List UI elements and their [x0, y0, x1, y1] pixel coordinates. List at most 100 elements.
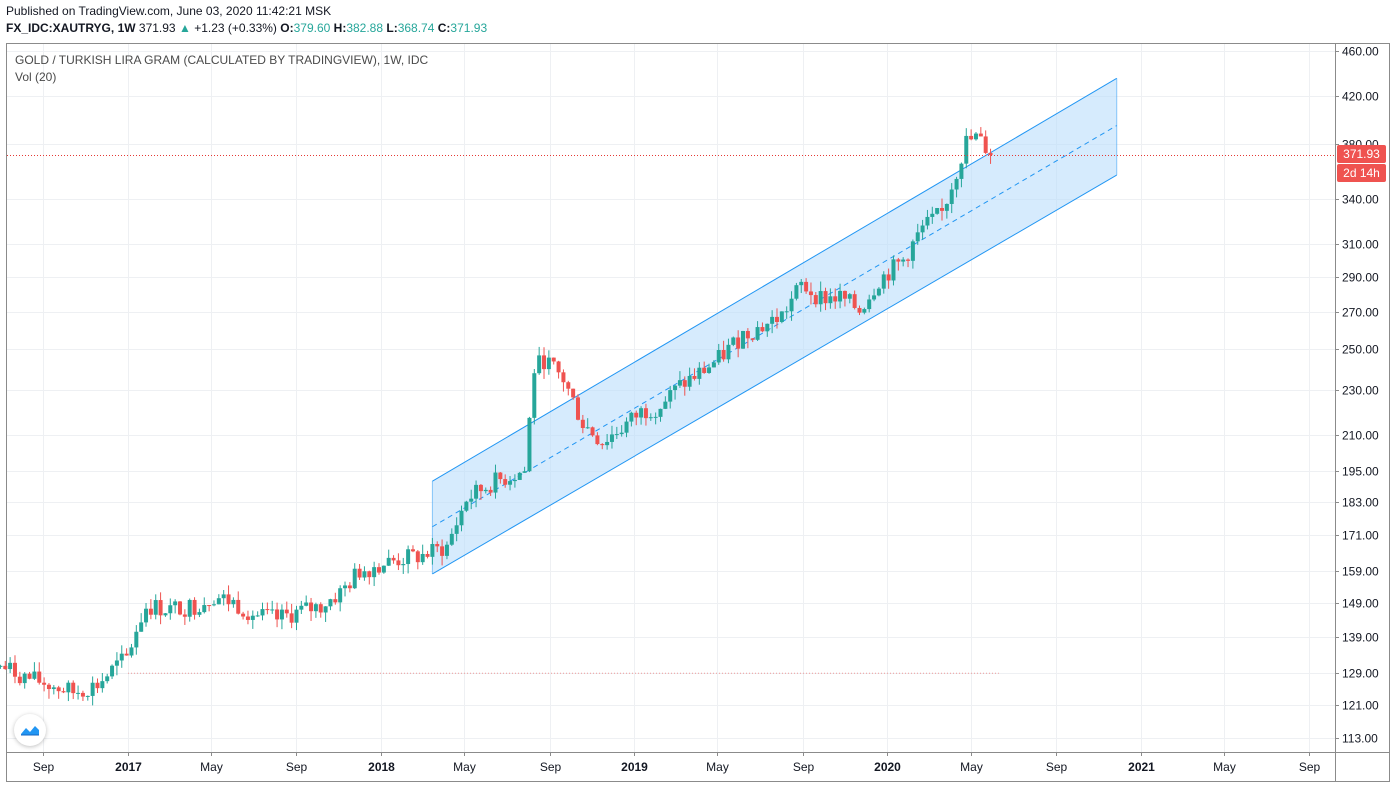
candle-up — [677, 371, 682, 388]
candle-down — [643, 403, 648, 426]
candle-body — [17, 676, 22, 684]
volume-legend[interactable]: Vol (20) — [15, 70, 57, 84]
candle-up — [687, 367, 692, 391]
candle-body — [847, 294, 852, 299]
candle-down — [804, 278, 809, 294]
candle-body — [537, 355, 542, 374]
candle-down — [3, 660, 8, 670]
candle-up — [794, 282, 799, 301]
candle-body — [872, 295, 877, 300]
y-tick-label: 420.00 — [1342, 90, 1379, 104]
candle-up — [328, 598, 333, 611]
open-value: 379.60 — [293, 21, 331, 35]
y-tick-label: 230.00 — [1342, 384, 1379, 398]
candle-up — [51, 685, 56, 695]
candle-body — [469, 498, 474, 502]
candle-down — [600, 443, 605, 450]
candle-body — [721, 350, 726, 360]
candle-body — [658, 408, 663, 417]
candle-body — [352, 568, 357, 589]
candle-body — [444, 544, 449, 556]
candle-body — [85, 695, 90, 697]
candle-body — [503, 479, 508, 485]
candle-down — [551, 357, 556, 365]
candle-body — [668, 390, 673, 402]
x-tick-label: 2021 — [1128, 760, 1155, 774]
candle-down — [852, 290, 857, 310]
candle-up — [716, 343, 721, 365]
candle-down — [124, 648, 129, 656]
candle-up — [474, 480, 479, 508]
candle-body — [949, 189, 954, 204]
change-arrow-icon: ▲ — [178, 21, 191, 35]
candle-body — [935, 208, 940, 214]
candle-body — [619, 432, 624, 435]
candle-body — [338, 588, 343, 603]
channel-lower-line[interactable] — [432, 174, 1117, 575]
chart-border — [6, 43, 1390, 782]
candle-down — [556, 360, 561, 379]
candle-body — [546, 357, 551, 370]
candle-up — [789, 291, 794, 321]
candle-body — [241, 613, 246, 617]
candle-up — [401, 557, 406, 574]
time-axis[interactable]: Sep 2017 May Sep 2018 May Sep 2019 May Sep 2020 May… — [33, 752, 1321, 774]
x-tick-label: 2017 — [115, 760, 142, 774]
candle-up — [270, 600, 275, 614]
y-tick-label: 290.00 — [1342, 271, 1379, 285]
candle-up — [639, 406, 644, 425]
candle-body — [42, 682, 47, 685]
candle-body — [973, 133, 978, 140]
channel-upper-line[interactable] — [432, 77, 1117, 482]
candle-body — [876, 288, 881, 296]
candle-down — [571, 388, 576, 400]
price-axis[interactable]: 113.00 121.00 129.00 139.00 149.00 159.00 171.… — [1335, 45, 1379, 746]
candle-up — [707, 363, 712, 374]
candle-body — [512, 479, 517, 482]
candle-up — [202, 597, 207, 614]
candle-body — [755, 327, 760, 340]
candle-down — [886, 268, 891, 289]
candle-body — [304, 602, 309, 606]
y-tick-label: 149.00 — [1342, 597, 1379, 611]
candle-down — [440, 539, 445, 566]
candle-down — [207, 605, 212, 612]
candle-body — [129, 647, 134, 656]
candle-body — [600, 444, 605, 446]
candle-body — [56, 687, 61, 692]
candle-down — [988, 148, 993, 164]
candle-up — [469, 489, 474, 510]
grid-lines — [7, 44, 1335, 752]
candle-body — [498, 472, 503, 480]
candle-body — [22, 673, 27, 684]
candle-down — [17, 671, 22, 686]
candle-down — [42, 677, 47, 692]
chart-legend-title[interactable]: GOLD / TURKISH LIRA GRAM (CALCULATED BY … — [15, 53, 429, 67]
candle-body — [852, 294, 857, 308]
symbol-name[interactable]: FX_IDC:XAUTRYG, 1W — [6, 21, 136, 35]
candle-body — [629, 412, 634, 422]
candle-up — [925, 209, 930, 230]
high-label: H: — [333, 21, 347, 35]
candle-body — [750, 338, 755, 340]
candle-up — [119, 645, 124, 668]
candle-up — [779, 311, 784, 324]
tradingview-logo-icon[interactable] — [14, 714, 46, 746]
regression-channel[interactable] — [431, 77, 1118, 575]
candle-body — [925, 216, 930, 226]
candle-body — [692, 376, 697, 379]
candle-down — [435, 541, 440, 553]
candle-body — [51, 687, 56, 690]
candle-up — [711, 360, 716, 368]
candle-body — [930, 213, 935, 217]
candle-down — [27, 671, 32, 680]
channel-mid-line[interactable] — [432, 125, 1117, 528]
candle-body — [886, 274, 891, 281]
published-caption: Published on TradingView.com, June 03, 2… — [6, 4, 332, 18]
y-tick-label: 121.00 — [1342, 699, 1379, 713]
candle-down — [425, 550, 430, 559]
candle-up — [444, 541, 449, 560]
candle-body — [211, 604, 216, 606]
candle-body — [614, 434, 619, 436]
